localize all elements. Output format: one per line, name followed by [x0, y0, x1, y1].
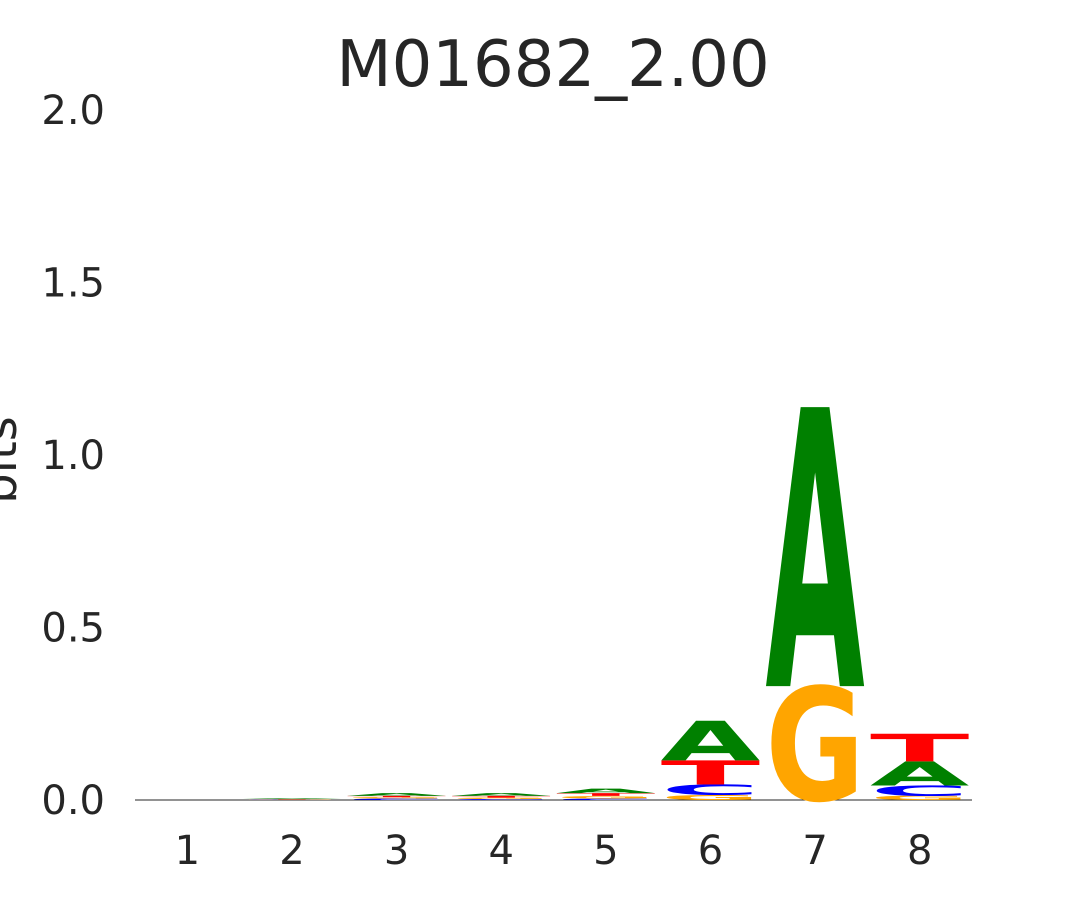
x-tick-label: 3 [384, 828, 409, 874]
x-tick-label: 1 [175, 828, 200, 874]
x-tick-label: 6 [698, 828, 723, 874]
logo-letter-A: A [556, 787, 655, 794]
logo-letter-A: A [451, 792, 550, 796]
x-tick-label: 4 [488, 828, 513, 874]
x-tick-label: 8 [907, 828, 932, 874]
y-tick-label: 1.0 [41, 433, 105, 479]
logo-letter-C: C [242, 799, 341, 800]
logo-letter-T: T [661, 754, 760, 793]
logo-letter-C: C [347, 798, 446, 800]
logo-letter-G: G [556, 795, 655, 799]
x-tick-label: 5 [593, 828, 618, 874]
logo-letter-G: G [242, 800, 341, 801]
logo-letter-C: C [661, 782, 760, 798]
y-axis-ticks: 0.0 0.5 1.0 1.5 2.0 [41, 88, 105, 824]
logo-letter-T: T [347, 795, 446, 797]
logo-letter-T: T [870, 727, 970, 771]
y-tick-label: 0.5 [41, 606, 105, 652]
logo-letter-A: A [765, 332, 865, 777]
logo-letter-A: A [242, 798, 341, 799]
logo-letter-T: T [242, 799, 341, 800]
logo-letter-A: A [347, 792, 446, 796]
logo-letter-C: C [451, 799, 550, 801]
logo-letter-G: G [451, 797, 550, 799]
logo-letter-T: T [451, 795, 550, 798]
logo-letter-C: C [870, 783, 969, 799]
x-tick-label: 7 [802, 828, 827, 874]
chart-title: M01682_2.00 [336, 28, 769, 102]
y-tick-label: 2.0 [41, 88, 105, 134]
logo-column-7: GA [765, 332, 865, 837]
y-tick-label: 0.0 [41, 778, 105, 824]
x-axis-ticks: 1 2 3 4 5 6 7 8 [175, 828, 933, 874]
logo-letter-A: A [870, 755, 970, 793]
y-tick-label: 1.5 [41, 261, 105, 307]
logo-letter-T: T [556, 792, 655, 796]
logo-letter-G: G [661, 793, 760, 801]
y-axis-label: bits [0, 416, 28, 504]
logo-letter-G: G [347, 797, 446, 799]
logo-letter-A: A [661, 710, 760, 773]
logo-letter-G: G [765, 655, 864, 837]
logo-letter-C: C [556, 798, 655, 800]
logo-letter-G: G [870, 795, 969, 802]
x-tick-label: 2 [279, 828, 304, 874]
